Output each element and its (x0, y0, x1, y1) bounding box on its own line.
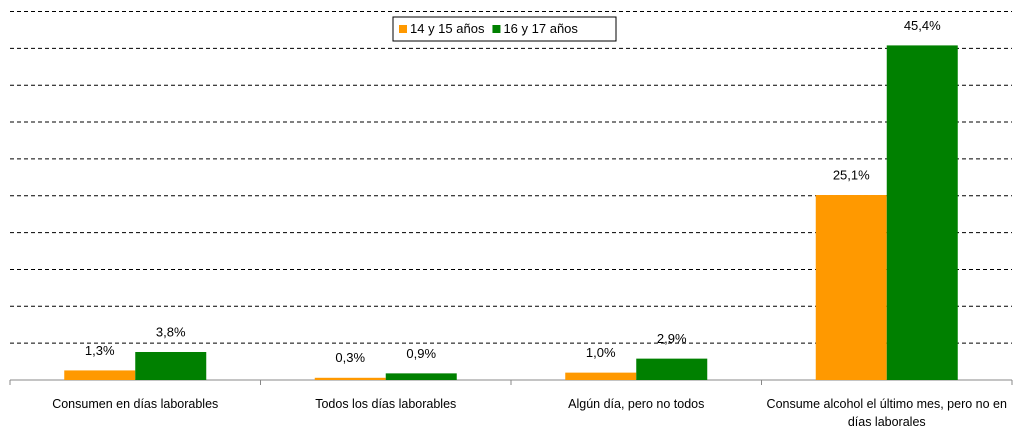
data-label: 3,8% (156, 324, 186, 339)
data-label: 2,9% (657, 331, 687, 346)
data-label: 1,3% (85, 343, 115, 358)
data-label: 0,3% (335, 350, 365, 365)
x-tick-label: Algún día, pero no todos (568, 397, 705, 411)
legend-box (392, 16, 617, 42)
bar (64, 370, 136, 380)
x-tick-label: Todos los días laborables (315, 397, 457, 411)
data-label: 1,0% (586, 345, 616, 360)
bar (314, 377, 386, 380)
data-label: 0,9% (406, 346, 436, 361)
legend-swatch (399, 25, 407, 33)
data-label: 25,1% (833, 167, 870, 182)
bar (636, 358, 708, 380)
legend-label: 14 y 15 años (410, 21, 485, 36)
bar (135, 351, 207, 380)
x-tick-label: Consumen en días laborables (52, 397, 219, 411)
bar (815, 195, 887, 380)
bar (565, 372, 637, 380)
bar (886, 45, 958, 380)
x-tick-label: Consume alcohol el último mes, pero no e… (766, 397, 1007, 427)
data-label: 45,4% (904, 18, 941, 33)
legend-swatch (492, 25, 501, 33)
bar (385, 373, 457, 380)
legend-label: 16 y 17 años (503, 21, 578, 36)
